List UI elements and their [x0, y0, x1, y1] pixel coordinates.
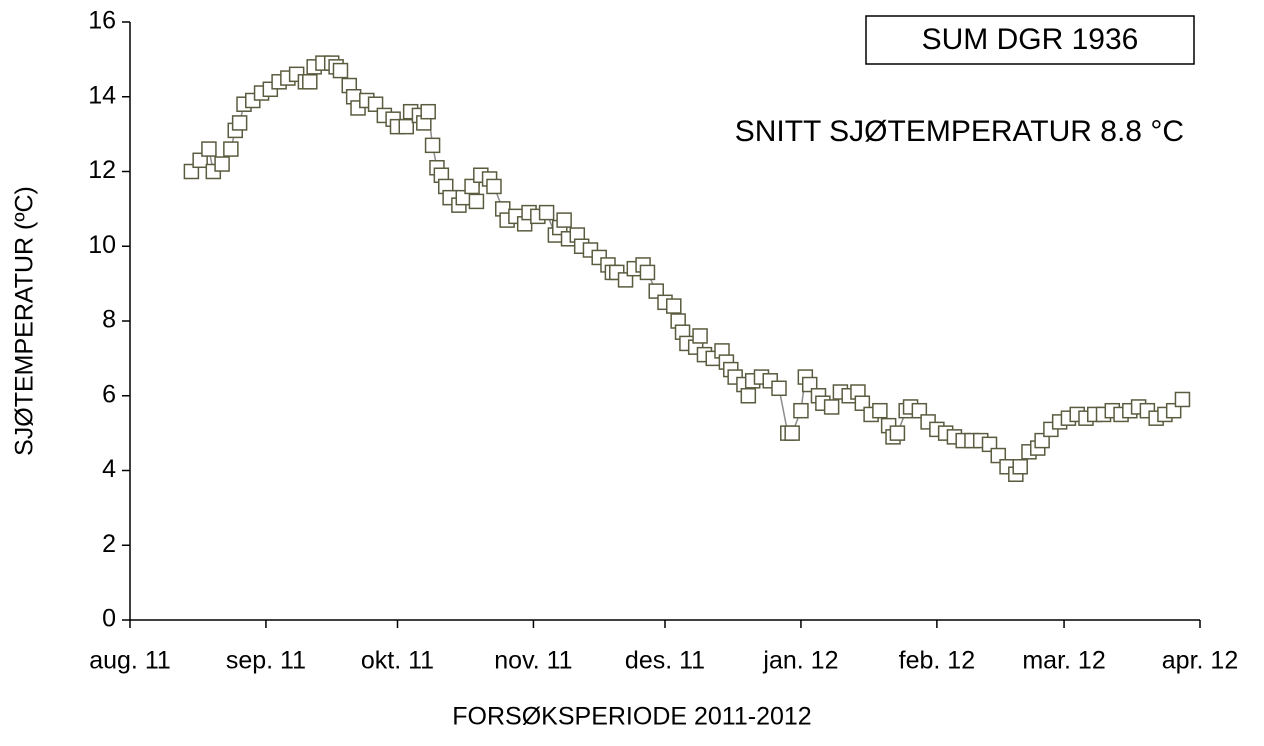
- y-tick-label: 8: [102, 306, 116, 334]
- marker: [538, 204, 555, 221]
- annotation-box: [865, 15, 1195, 65]
- marker: [468, 193, 485, 210]
- y-tick-label: 14: [88, 81, 116, 109]
- marker: [556, 212, 572, 228]
- y-tick-label: 12: [88, 156, 116, 184]
- x-tick-label: apr. 12: [1162, 647, 1238, 675]
- y-tick-label: 0: [102, 605, 116, 633]
- marker: [784, 425, 800, 441]
- x-tick-label: jan. 12: [762, 647, 838, 675]
- marker: [201, 141, 217, 157]
- x-tick-label: feb. 12: [899, 647, 975, 675]
- annotation: SUM DGR 1936: [922, 23, 1139, 56]
- y-tick-label: 4: [102, 455, 116, 483]
- marker: [1012, 459, 1028, 475]
- x-axis-label: FORSØKSPERIODE 2011-2012: [452, 703, 811, 731]
- marker: [214, 156, 230, 172]
- x-tick-label: sep. 11: [226, 647, 306, 675]
- y-axis-label: SJØTEMPERATUR (ºC): [11, 186, 39, 456]
- x-tick-label: des. 11: [625, 647, 705, 675]
- marker: [793, 402, 809, 419]
- marker: [639, 264, 656, 281]
- x-tick-label: mar. 12: [1022, 647, 1105, 675]
- marker: [302, 74, 318, 90]
- x-tick-label: aug. 11: [89, 647, 171, 675]
- x-tick-label: nov. 11: [494, 647, 572, 675]
- marker: [332, 62, 349, 79]
- marker: [486, 178, 502, 195]
- y-tick-label: 16: [88, 7, 116, 35]
- marker: [823, 399, 840, 415]
- marker: [740, 388, 757, 404]
- marker: [420, 103, 436, 120]
- annotation: SNITT SJØTEMPERATUR 8.8 °C: [735, 115, 1184, 148]
- marker: [231, 115, 248, 131]
- marker: [889, 425, 906, 441]
- marker: [398, 118, 415, 135]
- marker: [424, 137, 441, 154]
- marker: [1174, 391, 1191, 408]
- y-tick-label: 10: [88, 231, 116, 259]
- marker: [223, 141, 239, 157]
- y-tick-label: 2: [102, 530, 116, 558]
- y-tick-label: 6: [102, 380, 116, 408]
- marker: [692, 328, 708, 344]
- marker: [771, 380, 787, 397]
- marker: [666, 298, 682, 314]
- marker: [872, 402, 888, 419]
- x-tick-label: okt. 11: [361, 647, 434, 675]
